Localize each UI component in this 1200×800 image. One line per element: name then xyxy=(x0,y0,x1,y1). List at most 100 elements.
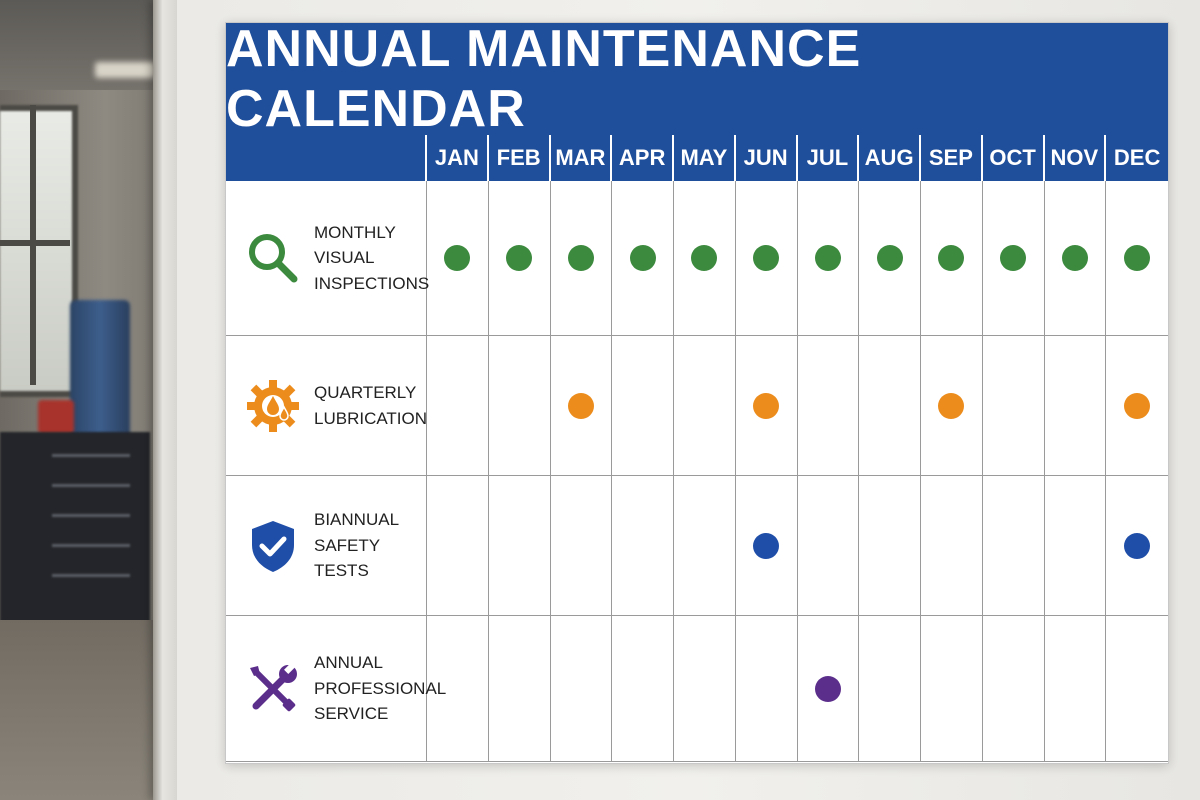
calendar-title: ANNUAL MAINTENANCE CALENDAR xyxy=(226,20,862,138)
month-header-jun: JUN xyxy=(735,135,798,181)
magnifier-icon xyxy=(244,229,302,287)
month-header-jan: JAN xyxy=(427,135,489,181)
schedule-cell-dec xyxy=(1106,476,1168,615)
gear-oil-drop-icon xyxy=(244,377,302,435)
task-label-cell: ANNUAL PROFESSIONAL SERVICE xyxy=(226,616,446,761)
scheduled-dot xyxy=(753,392,780,419)
task-label-cell: MONTHLY VISUAL INSPECTIONS xyxy=(226,181,430,335)
schedule-cell-feb xyxy=(489,181,551,335)
scheduled-dot xyxy=(567,392,594,419)
schedule-cell-feb xyxy=(489,336,551,475)
scheduled-dot xyxy=(938,245,965,271)
schedule-cell-may xyxy=(674,616,736,761)
task-row: QUARTERLY LUBRICATION xyxy=(226,336,1168,476)
schedule-cell-dec xyxy=(1106,616,1168,761)
task-label: BIANNUAL SAFETY TESTS xyxy=(314,510,400,581)
schedule-cell-dec xyxy=(1106,181,1168,335)
schedule-grid: MONTHLY VISUAL INSPECTIONS QUARTERLY LUBR… xyxy=(226,181,1168,762)
schedule-cell-mar xyxy=(551,476,613,615)
wrench-screwdriver-icon xyxy=(244,660,302,718)
task-label: MONTHLY VISUAL INSPECTIONS xyxy=(314,222,430,293)
cabinet-drawer xyxy=(52,544,130,547)
month-header-aug: AUG xyxy=(859,135,921,181)
maintenance-calendar-poster: ANNUAL MAINTENANCE CALENDAR JAN FEB MAR APR… xyxy=(225,20,1169,764)
schedule-cell-sep xyxy=(921,336,983,475)
cabinet-drawer xyxy=(52,514,130,517)
cabinet-drawer xyxy=(52,454,130,457)
month-header-nov: NOV xyxy=(1044,135,1107,181)
schedule-cell-jun xyxy=(736,181,798,335)
schedule-cell-nov xyxy=(1045,616,1107,761)
background-window-divider xyxy=(30,105,36,385)
scheduled-dot xyxy=(876,245,903,271)
scheduled-dot xyxy=(753,532,780,559)
schedule-cell-apr xyxy=(612,181,674,335)
scheduled-dot xyxy=(1124,245,1151,271)
scheduled-dot xyxy=(506,245,533,271)
schedule-cell-nov xyxy=(1045,336,1107,475)
schedule-cell-dec xyxy=(1106,336,1168,475)
schedule-cell-aug xyxy=(859,336,921,475)
schedule-cell-mar xyxy=(551,336,613,475)
schedule-cell-jun xyxy=(736,476,798,615)
background-tool-cabinet xyxy=(0,432,150,627)
month-header-jul: JUL xyxy=(797,135,860,181)
schedule-cell-may xyxy=(674,476,736,615)
schedule-cell-jul xyxy=(798,336,860,475)
task-label: QUARTERLY LUBRICATION xyxy=(314,383,428,428)
cabinet-drawer xyxy=(52,484,130,487)
scheduled-dot xyxy=(1061,245,1088,271)
month-header-dec: DEC xyxy=(1106,135,1168,181)
schedule-cell-oct xyxy=(983,336,1045,475)
month-header-feb: FEB xyxy=(488,135,551,181)
cabinet-drawer xyxy=(52,574,130,577)
scheduled-dot xyxy=(1124,532,1151,559)
schedule-cell-jan xyxy=(427,336,489,475)
schedule-cell-apr xyxy=(612,476,674,615)
schedule-cell-jul xyxy=(798,616,860,761)
schedule-cell-sep xyxy=(921,181,983,335)
schedule-cell-aug xyxy=(859,181,921,335)
schedule-cell-jun xyxy=(736,336,798,475)
schedule-cell-jan xyxy=(427,181,489,335)
whiteboard-frame xyxy=(153,0,177,800)
schedule-cell-aug xyxy=(859,476,921,615)
shield-check-icon xyxy=(244,517,302,575)
background-window xyxy=(0,105,78,397)
task-row: MONTHLY VISUAL INSPECTIONS xyxy=(226,181,1168,336)
month-header-mar: MAR xyxy=(550,135,613,181)
schedule-cell-apr xyxy=(612,616,674,761)
schedule-cell-jul xyxy=(798,181,860,335)
schedule-cell-oct xyxy=(983,476,1045,615)
background-floor xyxy=(0,620,175,800)
month-header-apr: APR xyxy=(612,135,674,181)
background-machine xyxy=(70,300,130,440)
month-header-row: JAN FEB MAR APR MAY JUN JUL AUG SEP OCT NOV DEC xyxy=(226,135,1168,181)
scheduled-dot xyxy=(938,392,965,419)
task-label-cell: QUARTERLY LUBRICATION xyxy=(226,336,427,475)
title-bar: ANNUAL MAINTENANCE CALENDAR xyxy=(226,20,1168,138)
schedule-cell-nov xyxy=(1045,476,1107,615)
scheduled-dot xyxy=(753,245,780,271)
schedule-cell-apr xyxy=(612,336,674,475)
scheduled-dot xyxy=(629,245,656,271)
schedule-cell-mar xyxy=(551,181,613,335)
scheduled-dot xyxy=(1000,245,1027,271)
schedule-cell-oct xyxy=(983,616,1045,761)
schedule-cell-may xyxy=(674,181,736,335)
schedule-cell-may xyxy=(674,336,736,475)
schedule-cell-nov xyxy=(1045,181,1107,335)
schedule-cell-jun xyxy=(736,616,798,761)
task-row: ANNUAL PROFESSIONAL SERVICE xyxy=(226,616,1168,762)
schedule-cell-jan xyxy=(427,476,489,615)
background-ceiling-light xyxy=(95,62,155,78)
month-header-corner xyxy=(226,135,427,181)
scheduled-dot xyxy=(814,675,841,702)
scheduled-dot xyxy=(567,245,594,271)
schedule-cell-mar xyxy=(551,616,613,761)
task-row: BIANNUAL SAFETY TESTS xyxy=(226,476,1168,616)
scheduled-dot xyxy=(1124,392,1151,419)
scheduled-dot xyxy=(814,245,841,271)
schedule-cell-jul xyxy=(798,476,860,615)
task-label: ANNUAL PROFESSIONAL SERVICE xyxy=(314,653,447,724)
